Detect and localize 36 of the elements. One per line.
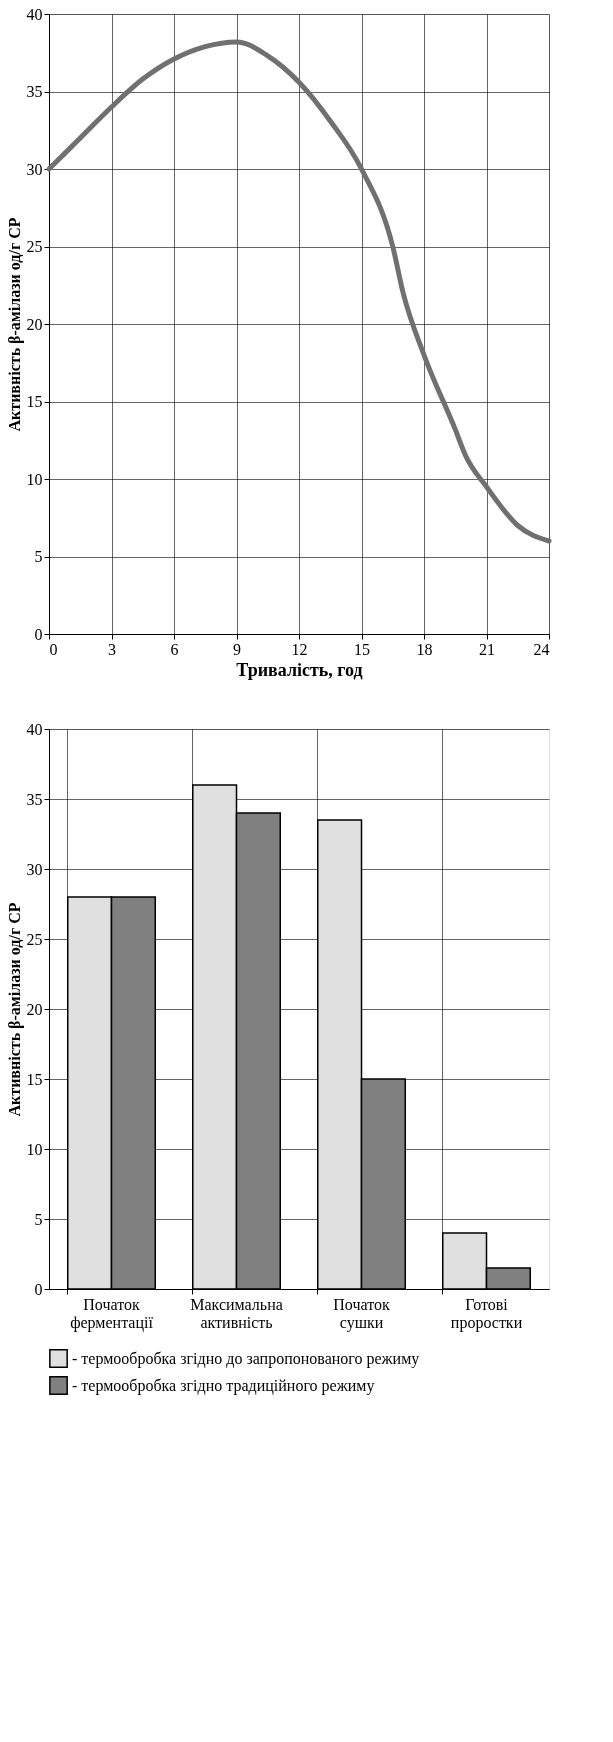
legend-label: - термообробка згідно до запропонованого режиму (72, 1349, 420, 1368)
y-tick-label: 20 (26, 1000, 43, 1018)
y-tick-label: 40 (26, 5, 43, 23)
y-tick-label: 30 (26, 160, 43, 178)
x-tick-label: 15 (354, 640, 370, 658)
x-tick-label: 3 (108, 640, 116, 658)
x-tick-label: 24 (533, 640, 550, 658)
x-tick-label: 9 (233, 640, 241, 658)
x-tick-label: Початок ферментації (70, 1295, 154, 1332)
y-tick-label: 5 (34, 1210, 43, 1228)
y-tick-label: 35 (26, 83, 43, 100)
y-axis-title: Активність β-амілази од/г СР (5, 217, 24, 432)
x-tick-label: 0 (49, 640, 58, 658)
y-tick-label: 5 (34, 548, 43, 565)
x-tick-label: 18 (416, 640, 433, 658)
x-tick-label: 21 (479, 640, 495, 658)
y-axis-title: Активність β-амілази од/г СР (5, 902, 24, 1117)
x-tick-label: Початок сушки (333, 1295, 390, 1332)
y-tick-label: 20 (26, 315, 43, 333)
y-tick-label: 25 (26, 930, 43, 948)
y-tick-label: 15 (26, 393, 43, 410)
x-axis-title: Тривалість, год (236, 659, 363, 680)
y-tick-label: 10 (26, 1140, 43, 1158)
legend-label: - термообробка згідно традиційного режиму (72, 1376, 375, 1395)
y-tick-label: 25 (26, 238, 43, 255)
y-tick-label: 15 (26, 1070, 43, 1088)
y-tick-label: 0 (34, 625, 43, 643)
y-tick-label: 40 (26, 720, 43, 738)
y-tick-label: 0 (34, 1280, 43, 1298)
x-tick-label: Максимальна активність (190, 1295, 283, 1331)
x-tick-label: 6 (170, 640, 179, 658)
x-tick-label: Готові проростки (450, 1295, 523, 1332)
y-tick-label: 35 (26, 790, 43, 808)
y-tick-label: 10 (26, 470, 43, 488)
y-tick-label: 30 (26, 860, 43, 878)
x-tick-label: 12 (291, 640, 308, 658)
